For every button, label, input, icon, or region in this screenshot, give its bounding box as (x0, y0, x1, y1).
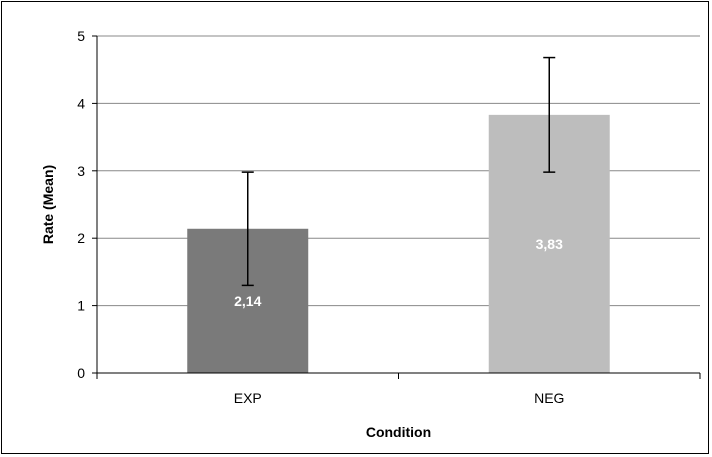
error-bars (241, 56, 556, 287)
y-tick-label-1: 1 (77, 298, 85, 314)
y-tick-label-5: 5 (77, 28, 85, 44)
x-tick-label-exp: EXP (234, 390, 262, 406)
axes (92, 35, 701, 379)
y-axis-title: Rate (Mean) (40, 165, 56, 244)
y-tick-label-3: 3 (77, 163, 85, 179)
data-label-exp: 2,14 (234, 293, 261, 309)
y-tick-label-4: 4 (77, 95, 85, 111)
y-tick-label-0: 0 (77, 365, 85, 381)
x-axis-title: Condition (366, 424, 431, 440)
x-tick-label-neg: NEG (534, 390, 564, 406)
y-tick-label-2: 2 (77, 230, 85, 246)
data-label-neg: 3,83 (536, 236, 563, 252)
labels: 0 1 2 3 4 5 EXP 2,14 NEG 3,83 (77, 28, 564, 406)
